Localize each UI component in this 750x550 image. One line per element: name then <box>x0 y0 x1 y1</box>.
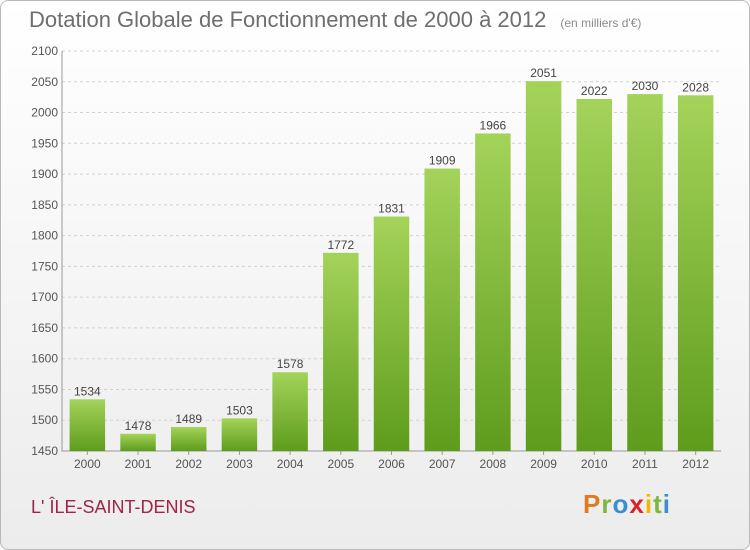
bar-value-label: 2051 <box>530 66 557 80</box>
bar-2005 <box>323 252 359 451</box>
bar-value-label: 2030 <box>632 79 659 93</box>
x-tick-label: 2004 <box>277 457 304 471</box>
y-tick-label: 2050 <box>31 75 58 89</box>
y-tick-label: 1600 <box>31 352 58 366</box>
bar-2010 <box>576 99 613 451</box>
y-tick-label: 2000 <box>31 106 58 120</box>
bar-value-label: 1831 <box>378 202 405 216</box>
bar-value-label: 1478 <box>125 419 152 433</box>
bar-value-label: 1578 <box>277 357 304 371</box>
y-tick-label: 1850 <box>31 198 58 212</box>
logo-letter: i <box>662 489 671 519</box>
y-tick-label: 2100 <box>31 44 58 58</box>
bar-value-label: 1966 <box>480 118 507 132</box>
bar-2003 <box>221 418 258 451</box>
bar-value-label: 2028 <box>682 80 709 94</box>
grid-lines <box>62 50 721 452</box>
proxiti-logo[interactable]: Proxiti <box>583 489 671 520</box>
logo-letter: i <box>644 489 654 519</box>
chart-title-row: Dotation Globale de Fonctionnement de 20… <box>29 7 641 33</box>
bar-value-label: 1909 <box>429 154 456 168</box>
bar-value-label: 1503 <box>226 403 253 417</box>
bar-value-label: 2022 <box>581 84 608 98</box>
bar-value-label: 1772 <box>327 238 354 252</box>
bar-2007 <box>424 168 460 452</box>
x-tick-label: 2006 <box>378 457 405 471</box>
place-name: L' ÎLE-SAINT-DENIS <box>31 497 196 517</box>
x-tick-label: 2012 <box>682 457 709 471</box>
y-tick-label: 1650 <box>31 321 58 335</box>
logo-letter: o <box>612 489 630 519</box>
x-tick-label: 2000 <box>74 457 101 471</box>
logo-letter: P <box>583 489 602 519</box>
y-tick-label: 1950 <box>31 136 58 150</box>
x-tick-label: 2003 <box>226 457 253 471</box>
x-tick-label: 2011 <box>632 457 658 471</box>
logo-letter: x <box>629 489 645 519</box>
bar-2004 <box>272 372 308 451</box>
chart-title: Dotation Globale de Fonctionnement de 20… <box>29 7 547 32</box>
logo-letter: t <box>653 489 663 519</box>
bar-2006 <box>373 216 410 451</box>
bar-2009 <box>525 81 562 452</box>
x-tick-label: 2009 <box>530 457 557 471</box>
bars: 1534 1478 1489 1503 1578 1772 1831 1909 1966 2051… <box>69 66 714 452</box>
bar-value-label: 1534 <box>74 384 101 398</box>
x-tick-label: 2010 <box>581 457 608 471</box>
logo-letter: r <box>601 489 613 519</box>
y-tick-label: 1700 <box>31 290 58 304</box>
x-axis: 2000 2001 2002 2003 2004 2005 2006 2007 2008 2009… <box>74 451 709 471</box>
y-tick-label: 1450 <box>31 444 58 458</box>
bar-2012 <box>677 95 714 452</box>
x-tick-label: 2002 <box>175 457 202 471</box>
bar-2002 <box>170 427 207 451</box>
bar-2001 <box>120 433 156 451</box>
x-tick-label: 2005 <box>327 457 354 471</box>
bar-2000 <box>69 399 106 451</box>
x-tick-label: 2007 <box>429 457 456 471</box>
x-tick-label: 2008 <box>480 457 507 471</box>
bar-value-label: 1489 <box>175 412 202 426</box>
y-tick-label: 1900 <box>31 167 58 181</box>
y-tick-label: 1550 <box>31 382 58 396</box>
y-tick-label: 1750 <box>31 259 58 273</box>
bar-2011 <box>627 94 663 452</box>
chart-unit: (en milliers d'€) <box>560 16 642 30</box>
y-tick-label: 1500 <box>31 413 58 427</box>
y-tick-label: 1800 <box>31 229 58 243</box>
bar-2008 <box>475 133 511 451</box>
x-tick-label: 2001 <box>125 457 152 471</box>
